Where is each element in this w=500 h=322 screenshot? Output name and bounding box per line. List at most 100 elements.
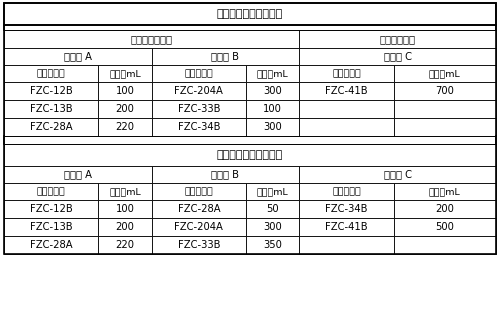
Text: 加氢处理反应区: 加氢处理反应区 [130, 34, 172, 44]
Text: 反应器 B: 反应器 B [212, 169, 240, 179]
Bar [4, 118, 98, 136]
Bar [246, 200, 299, 218]
Text: 100: 100 [116, 204, 134, 214]
Text: FZC-41B: FZC-41B [325, 222, 368, 232]
Text: 300: 300 [264, 222, 282, 232]
Bar [4, 200, 98, 218]
Bar [4, 236, 98, 254]
Bar [246, 118, 299, 136]
Text: FZC-28A: FZC-28A [178, 204, 220, 214]
Text: 对比例催化剂装填方式: 对比例催化剂装填方式 [217, 150, 283, 160]
Text: FZC-204A: FZC-204A [174, 222, 224, 232]
Text: FZC-28A: FZC-28A [30, 240, 72, 250]
Text: 反应器 C: 反应器 C [384, 52, 411, 62]
Bar [394, 118, 496, 136]
Bar [98, 100, 152, 118]
Bar [246, 82, 299, 100]
Text: 体积，mL: 体积，mL [257, 187, 288, 196]
Text: 220: 220 [116, 122, 134, 132]
Bar [299, 183, 394, 200]
Bar [299, 218, 394, 236]
Bar [152, 100, 246, 118]
Bar [152, 218, 246, 236]
Text: FZC-28A: FZC-28A [30, 122, 72, 132]
Bar [4, 48, 152, 65]
Bar [246, 65, 299, 82]
Text: 700: 700 [436, 86, 454, 96]
Text: FZC-41B: FZC-41B [325, 86, 368, 96]
Bar [299, 65, 394, 82]
Bar [152, 183, 246, 200]
Text: 200: 200 [436, 204, 454, 214]
Text: 反应器 B: 反应器 B [212, 52, 240, 62]
Bar [299, 166, 496, 183]
Bar [246, 100, 299, 118]
Text: FZC-204A: FZC-204A [174, 86, 224, 96]
Bar [4, 144, 496, 166]
Text: 500: 500 [436, 222, 454, 232]
Text: 反应器 A: 反应器 A [64, 52, 92, 62]
Bar [299, 30, 496, 48]
Bar [4, 3, 496, 254]
Bar [152, 200, 246, 218]
Bar [4, 183, 98, 200]
Bar [394, 100, 496, 118]
Text: 体积，mL: 体积，mL [429, 187, 460, 196]
Text: FZC-34B: FZC-34B [325, 204, 368, 214]
Text: 体积，mL: 体积，mL [109, 69, 141, 78]
Text: FZC-33B: FZC-33B [178, 240, 220, 250]
Text: 实施例催化剂装填方式: 实施例催化剂装填方式 [217, 9, 283, 19]
Bar [394, 183, 496, 200]
Text: FZC-13B: FZC-13B [30, 104, 72, 114]
Text: 50: 50 [266, 204, 279, 214]
Bar [4, 100, 98, 118]
Bar [299, 82, 394, 100]
Bar [299, 236, 394, 254]
Text: 反应器 C: 反应器 C [384, 169, 411, 179]
Bar [299, 200, 394, 218]
Text: 催化剂牌号: 催化剂牌号 [184, 187, 213, 196]
Text: 催化剂牌号: 催化剂牌号 [332, 69, 361, 78]
Text: 350: 350 [263, 240, 282, 250]
Text: FZC-13B: FZC-13B [30, 222, 72, 232]
Bar [98, 118, 152, 136]
Text: 100: 100 [116, 86, 134, 96]
Bar [152, 236, 246, 254]
Text: 200: 200 [116, 104, 134, 114]
Text: 催化剂牌号: 催化剂牌号 [37, 69, 66, 78]
Bar [246, 218, 299, 236]
Bar [152, 82, 246, 100]
Bar [4, 30, 299, 48]
Text: 220: 220 [116, 240, 134, 250]
Text: FZC-33B: FZC-33B [178, 104, 220, 114]
Text: FZC-12B: FZC-12B [30, 204, 72, 214]
Text: 体积，mL: 体积，mL [257, 69, 288, 78]
Text: 体积，mL: 体积，mL [109, 187, 141, 196]
Bar [394, 82, 496, 100]
Bar [152, 118, 246, 136]
Bar [98, 218, 152, 236]
Text: 催化剂牌号: 催化剂牌号 [37, 187, 66, 196]
Text: 200: 200 [116, 222, 134, 232]
Bar [299, 100, 394, 118]
Bar [152, 48, 299, 65]
Bar [98, 183, 152, 200]
Bar [4, 65, 98, 82]
Text: 反应器 A: 反应器 A [64, 169, 92, 179]
Bar [394, 218, 496, 236]
Text: 催化剂牌号: 催化剂牌号 [332, 187, 361, 196]
Bar [394, 200, 496, 218]
Bar [299, 118, 394, 136]
Bar [246, 183, 299, 200]
Bar [394, 65, 496, 82]
Bar [246, 236, 299, 254]
Bar [4, 3, 496, 25]
Bar [4, 82, 98, 100]
Bar [98, 200, 152, 218]
Bar [4, 166, 152, 183]
Bar [152, 65, 246, 82]
Bar [98, 65, 152, 82]
Bar [4, 218, 98, 236]
Bar [98, 236, 152, 254]
Text: 催化剂牌号: 催化剂牌号 [184, 69, 213, 78]
